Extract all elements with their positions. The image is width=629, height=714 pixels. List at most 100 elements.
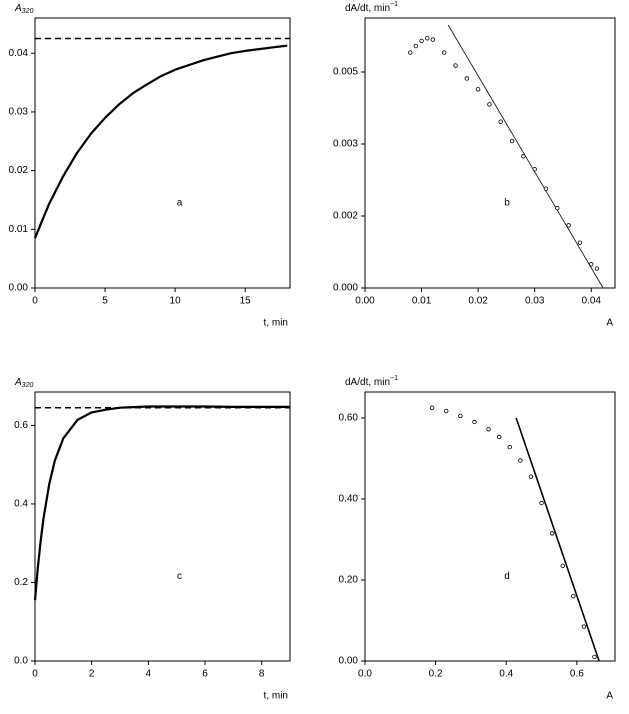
data-point (429, 405, 435, 410)
x-tick-label: 0.01 (412, 296, 432, 307)
y-label-superscript: −1 (390, 375, 398, 382)
data-point (509, 138, 515, 144)
data-point (425, 36, 430, 41)
data-point (566, 223, 571, 228)
data-point (430, 37, 436, 42)
y-tick-label: 0.60 (339, 413, 359, 424)
y-axis-label: A320 (14, 3, 33, 15)
data-point (453, 63, 458, 68)
data-point (464, 76, 470, 81)
y-tick-label: 0.03 (9, 107, 29, 118)
y-tick-label: 0.02 (9, 165, 29, 176)
y-tick-label: 0.005 (333, 67, 358, 78)
panel-label: b (504, 198, 510, 209)
data-point (444, 408, 449, 414)
x-tick-label: 0 (32, 669, 38, 680)
data-point (419, 38, 424, 44)
data-point (560, 563, 565, 568)
y-tick-label: 0.00 (9, 283, 29, 294)
plot-frame (364, 391, 616, 662)
panel-label: c (177, 571, 182, 582)
data-point (594, 266, 600, 271)
y-tick-label: 0.01 (9, 224, 29, 235)
y-axis-label: dA/dt, min−1 (345, 1, 398, 14)
data-point (577, 240, 583, 245)
y-label-main: dA/dt, min (345, 3, 390, 14)
y-tick-label: 0.0 (14, 656, 28, 667)
data-point (458, 413, 463, 419)
y-label-main: dA/dt, min (345, 377, 390, 388)
data-point (592, 654, 597, 660)
x-tick-label: 6 (202, 669, 208, 680)
y-tick-label: 0.04 (9, 48, 29, 59)
panel: 0 2 4 6 8 0.0 0.2 0.4 0.6 A320 t, min c (14, 377, 291, 702)
y-label-subscript: 320 (22, 382, 34, 389)
y-tick-label: 0.00 (339, 656, 359, 667)
plot-frame (34, 391, 291, 662)
data-point (496, 434, 502, 440)
data-point (486, 427, 491, 432)
panel: 0 5 10 15 0.00 0.01 0.02 0.03 0.04 A320 t, min a (9, 3, 291, 329)
x-tick-label: 0.04 (582, 296, 602, 307)
data-point (408, 50, 413, 55)
x-axis-label: t, min (264, 691, 288, 702)
panel-label: d (504, 571, 510, 582)
y-axis-label: dA/dt, min−1 (345, 375, 398, 388)
data-point (521, 154, 526, 159)
x-tick-label: 0.0 (358, 669, 372, 680)
fit-line (447, 24, 604, 289)
data-point (472, 419, 477, 425)
data-point (532, 166, 537, 172)
fit-line (515, 417, 600, 662)
y-label-main: A (14, 3, 22, 14)
x-tick-label: 4 (146, 669, 152, 680)
x-tick-label: 0.03 (525, 296, 545, 307)
x-tick-label: 0.02 (468, 296, 488, 307)
x-tick-label: 2 (89, 669, 95, 680)
data-point (413, 43, 419, 49)
data-curve (33, 44, 288, 239)
y-tick-label: 0.20 (339, 575, 359, 586)
data-point (475, 87, 481, 92)
y-label-subscript: 320 (22, 8, 34, 15)
x-tick-label: 15 (240, 296, 252, 307)
data-point (539, 500, 544, 506)
panel: 0.00 0.01 0.02 0.03 0.04 0.000 0.002 0.003 0.005… (333, 1, 616, 329)
data-point (589, 262, 594, 267)
data-point (543, 186, 549, 191)
x-tick-label: 0.00 (355, 296, 375, 307)
y-tick-label: 0.4 (14, 499, 28, 510)
panel-label: a (177, 198, 183, 209)
data-point (518, 458, 523, 463)
data-point (498, 119, 503, 124)
y-tick-label: 0.000 (333, 283, 358, 294)
x-tick-label: 0.4 (499, 669, 513, 680)
x-tick-label: 10 (170, 296, 182, 307)
data-point (555, 205, 560, 211)
x-axis-label: t, min (264, 318, 288, 329)
x-tick-label: 0.6 (570, 669, 584, 680)
data-point (528, 474, 534, 479)
data-curve (33, 405, 290, 601)
y-tick-label: 0.40 (339, 494, 359, 505)
y-label-main: A (14, 377, 22, 388)
y-tick-label: 0.003 (333, 139, 358, 150)
y-tick-label: 0.6 (14, 420, 28, 431)
data-point (549, 531, 555, 536)
data-point (507, 444, 512, 450)
x-axis-label: A (606, 318, 613, 329)
x-tick-label: 8 (259, 669, 265, 680)
panel: 0.0 0.2 0.4 0.6 0.00 0.20 0.40 0.60 dA/dt, min−1… (339, 375, 616, 702)
x-tick-label: 5 (102, 296, 108, 307)
plot-frame (364, 17, 616, 289)
data-point (487, 102, 492, 107)
data-point (441, 50, 447, 55)
y-label-superscript: −1 (390, 1, 398, 8)
x-tick-label: 0.2 (429, 669, 443, 680)
y-tick-label: 0.002 (333, 211, 358, 222)
x-tick-label: 0 (32, 296, 38, 307)
x-axis-label: A (606, 691, 613, 702)
data-point (581, 624, 587, 629)
plot-frame (34, 17, 291, 289)
